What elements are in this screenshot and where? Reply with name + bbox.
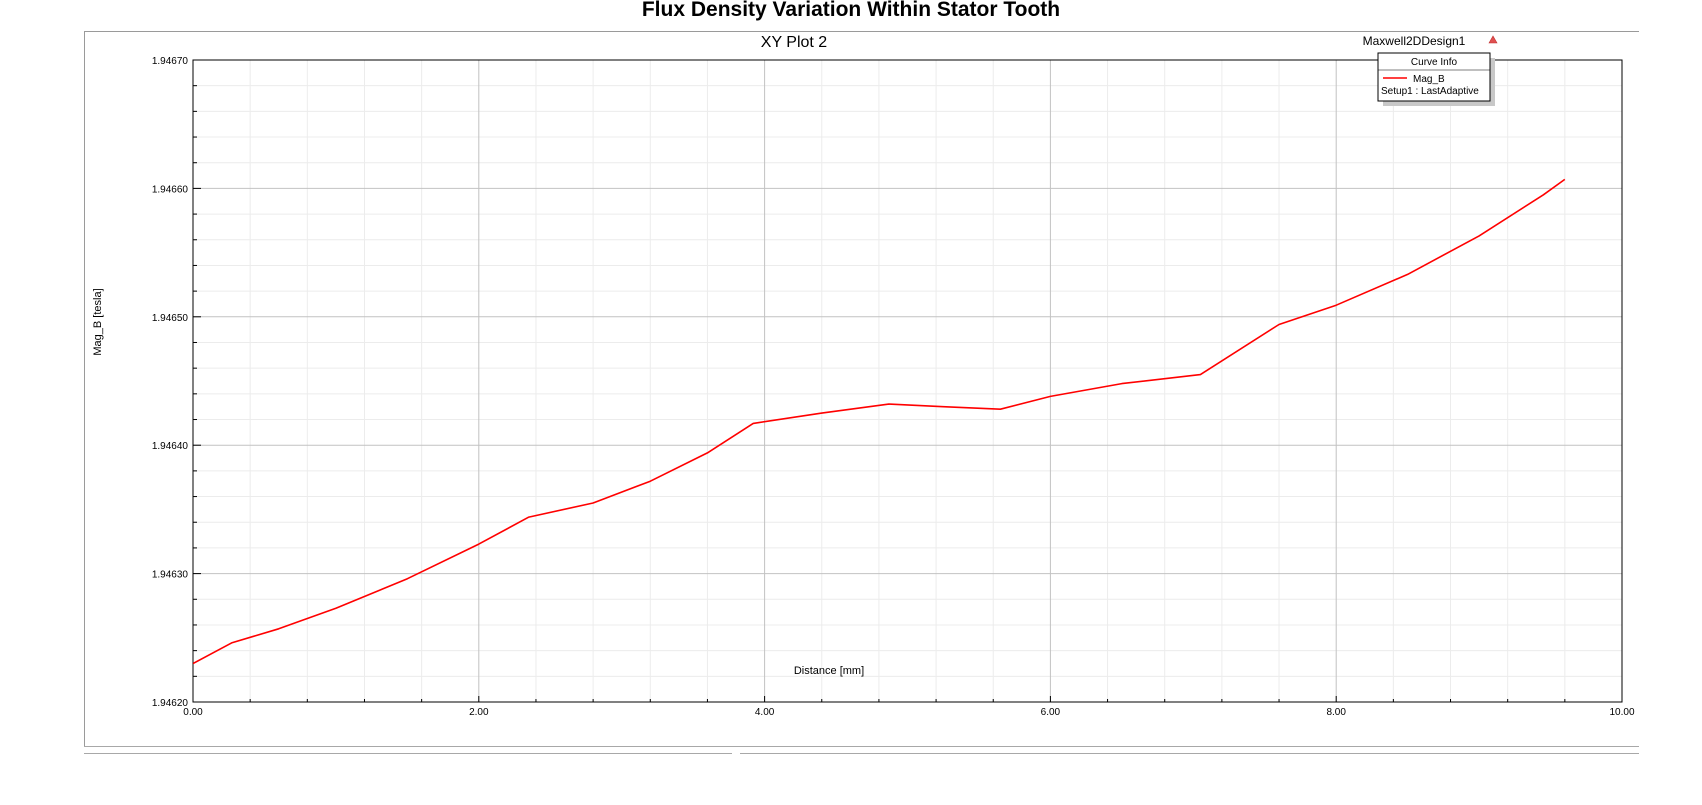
x-tick-label: 2.00 <box>469 707 489 718</box>
plot-window[interactable]: 0.00 2.00 4.00 6.00 8.00 10.00 1.94620 1.94630 1… <box>84 31 1639 746</box>
legend-box[interactable]: Curve Info Mag_B Setup1 : LastAdaptive <box>1377 52 1495 106</box>
x-tick-label: 8.00 <box>1326 707 1346 718</box>
x-axis-label: Distance [mm] <box>794 665 864 677</box>
design-name: Maxwell2DDesign1 <box>1363 34 1466 48</box>
x-tick-label: 4.00 <box>755 707 775 718</box>
y-tick-label: 1.94650 <box>152 313 189 324</box>
series-layer <box>193 178 1566 665</box>
plot-canvas[interactable]: 0.00 2.00 4.00 6.00 8.00 10.00 1.94620 1.94630 1… <box>85 32 1640 747</box>
grid-lines <box>192 59 1623 703</box>
warning-icon[interactable] <box>1488 35 1498 44</box>
y-tick-label: 1.94620 <box>152 698 189 709</box>
y-tick-label: 1.94630 <box>152 570 189 581</box>
status-divider <box>84 746 1639 747</box>
y-tick-label: 1.94640 <box>152 441 189 452</box>
y-tick-label: 1.94670 <box>152 56 189 67</box>
x-tick-label: 10.00 <box>1609 707 1634 718</box>
status-divider <box>84 753 732 754</box>
x-tick-label: 0.00 <box>183 707 203 718</box>
y-tick-label: 1.94660 <box>152 184 189 195</box>
axes: 0.00 2.00 4.00 6.00 8.00 10.00 1.94620 1.94630 1… <box>152 56 1635 718</box>
x-tick-label: 6.00 <box>1041 707 1061 718</box>
plot-title: XY Plot 2 <box>761 34 828 51</box>
y-axis-label: Mag_B [tesla] <box>92 288 104 355</box>
plot-frame <box>192 59 1623 703</box>
series-line-mag-b <box>193 178 1566 665</box>
legend-header: Curve Info <box>1411 57 1458 68</box>
legend-entry-name: Mag_B <box>1413 74 1445 85</box>
status-divider <box>740 753 1639 754</box>
legend-entry-source: Setup1 : LastAdaptive <box>1381 86 1479 97</box>
page-title: Flux Density Variation Within Stator Too… <box>641 0 1061 21</box>
